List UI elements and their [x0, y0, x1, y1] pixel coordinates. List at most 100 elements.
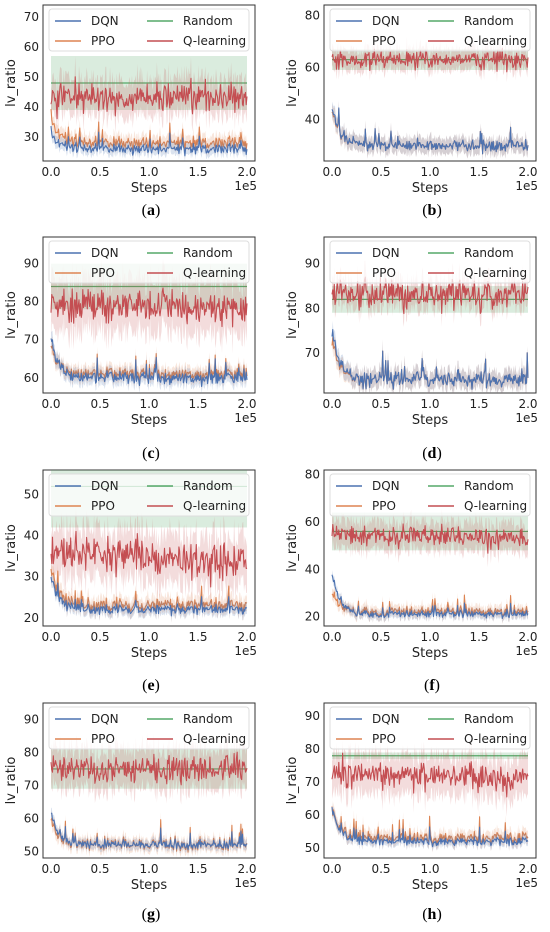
series-line-dqn [50, 338, 248, 388]
panel-caption: (g) [142, 906, 161, 923]
chart-panel-f: DQN Random PPO Q-learning 0.0 0.5 1.0 1.5 2.0 20 4… [285, 468, 538, 694]
x-tick-label: 2.0 [518, 630, 537, 644]
y-tick-label: 20 [24, 611, 39, 625]
x-tick-label: 2.0 [237, 165, 256, 179]
legend-box [329, 240, 531, 284]
x-tick-label: 1.0 [420, 165, 439, 179]
y-tick-label: 70 [24, 10, 39, 24]
x-tick-label: 0.5 [371, 630, 390, 644]
legend-box [48, 473, 250, 517]
y-axis-title: lv_ratio [4, 59, 19, 107]
legend-label-ppo: PPO [91, 499, 115, 513]
legend-label-q-learning: Q-learning [464, 499, 527, 513]
y-axis-title: lv_ratio [285, 291, 300, 339]
y-axis-title: lv_ratio [4, 291, 19, 339]
panel-caption: (a) [142, 202, 161, 219]
legend: DQN Random PPO Q-learning [48, 240, 250, 284]
legend-label-dqn: DQN [372, 712, 400, 726]
y-tick-label: 70 [24, 333, 39, 347]
y-tick-label: 60 [305, 808, 320, 822]
x-tick-label: 0.5 [371, 862, 390, 876]
series-line-q-learning [50, 530, 248, 588]
legend-label-q-learning: Q-learning [464, 34, 527, 48]
series-line-dqn [50, 812, 248, 851]
x-tick-label: 2.0 [237, 397, 256, 411]
y-tick-label: 40 [305, 112, 320, 126]
legend-label-random: Random [183, 712, 233, 726]
legend: DQN Random PPO Q-learning [329, 240, 531, 284]
y-tick-label: 50 [24, 488, 39, 502]
legend-label-ppo: PPO [91, 266, 115, 280]
series-line-q-learning [50, 76, 248, 120]
legend-box [48, 706, 250, 750]
legend-label-q-learning: Q-learning [183, 34, 246, 48]
x-axis-title: Steps [131, 413, 168, 428]
x-tick-label: 0.5 [371, 165, 390, 179]
legend-box [329, 706, 531, 750]
y-tick-label: 70 [305, 346, 320, 360]
x-multiplier: 1e5 [234, 644, 257, 658]
y-tick-label: 80 [305, 8, 320, 22]
y-tick-label: 50 [24, 844, 39, 858]
x-multiplier: 1e5 [234, 411, 257, 425]
y-tick-label: 80 [305, 301, 320, 315]
legend-label-ppo: PPO [372, 732, 396, 746]
series-line-dqn [331, 574, 529, 620]
x-tick-label: 1.5 [188, 630, 207, 644]
series-line-ppo [50, 109, 248, 153]
x-tick-label: 0.5 [90, 165, 109, 179]
x-tick-label: 0.5 [90, 397, 109, 411]
x-tick-label: 1.0 [139, 165, 158, 179]
legend: DQN Random PPO Q-learning [329, 8, 531, 52]
chart-panel-c: DQN Random PPO Q-learning 0.0 0.5 1.0 1.5 2.0 60 7… [4, 236, 257, 462]
y-tick-label: 90 [24, 712, 39, 726]
y-tick-label: 40 [305, 562, 320, 576]
series-line-q-learning [50, 287, 248, 328]
legend-label-random: Random [183, 246, 233, 260]
panel-caption: (d) [422, 445, 442, 462]
legend-label-dqn: DQN [91, 712, 119, 726]
y-tick-label: 50 [24, 70, 39, 84]
x-tick-label: 1.5 [188, 397, 207, 411]
series-line-q-learning [331, 752, 529, 798]
legend-box [329, 473, 531, 517]
x-multiplier: 1e5 [234, 179, 257, 193]
legend-box [329, 8, 531, 52]
legend: DQN Random PPO Q-learning [329, 473, 531, 517]
y-tick-label: 80 [24, 295, 39, 309]
x-tick-label: 0.5 [371, 397, 390, 411]
x-tick-label: 1.0 [139, 862, 158, 876]
y-axis-title: lv_ratio [4, 757, 19, 805]
legend-label-q-learning: Q-learning [464, 732, 527, 746]
x-multiplier: 1e5 [515, 179, 538, 193]
x-tick-label: 1.5 [469, 397, 488, 411]
y-tick-label: 60 [24, 371, 39, 385]
legend: DQN Random PPO Q-learning [329, 706, 531, 750]
legend-label-ppo: PPO [91, 34, 115, 48]
panel-caption: (c) [142, 445, 160, 462]
x-tick-label: 1.5 [188, 862, 207, 876]
band-q-learning [51, 732, 247, 805]
chart-panel-h: DQN Random PPO Q-learning 0.0 0.5 1.0 1.5 2.0 50 6… [285, 702, 538, 923]
legend-label-q-learning: Q-learning [183, 499, 246, 513]
x-tick-label: 2.0 [518, 397, 537, 411]
legend-label-random: Random [464, 246, 514, 260]
band-ppo [51, 100, 247, 160]
y-tick-label: 70 [305, 775, 320, 789]
legend-label-random: Random [183, 14, 233, 28]
x-tick-label: 0.5 [90, 630, 109, 644]
panel-caption: (h) [422, 906, 442, 923]
x-axis-title: Steps [131, 181, 168, 196]
x-tick-label: 2.0 [518, 862, 537, 876]
x-tick-label: 2.0 [237, 630, 256, 644]
x-tick-label: 1.5 [469, 630, 488, 644]
band-dqn [51, 118, 247, 161]
legend-label-ppo: PPO [91, 732, 115, 746]
legend-box [48, 240, 250, 284]
legend-label-q-learning: Q-learning [183, 266, 246, 280]
y-tick-label: 60 [305, 515, 320, 529]
x-multiplier: 1e5 [515, 411, 538, 425]
series-line-q-learning [331, 47, 529, 73]
y-tick-label: 20 [305, 610, 320, 624]
